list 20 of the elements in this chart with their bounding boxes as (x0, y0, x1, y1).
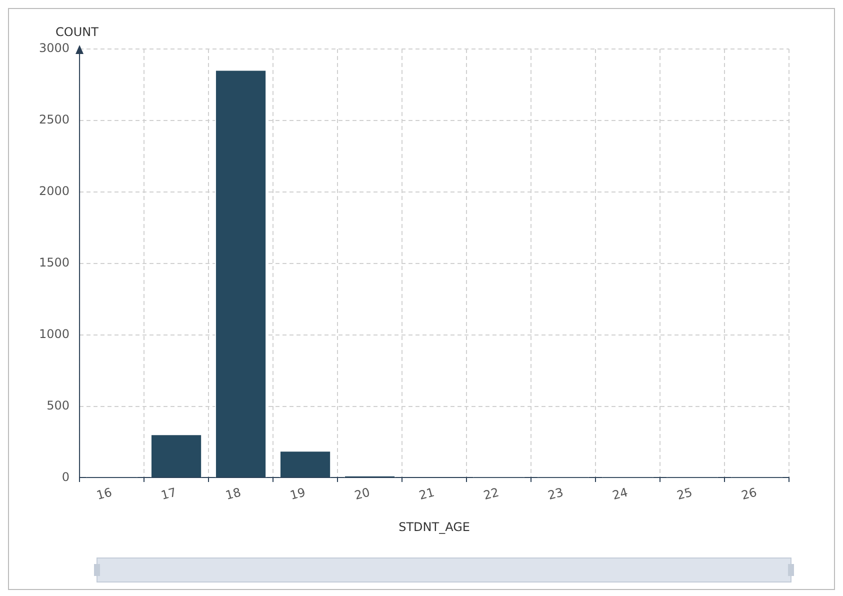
x-tick-label: 23 (546, 485, 565, 503)
y-tick-label: 2000 (38, 184, 70, 198)
x-tick-label: 22 (482, 485, 500, 503)
x-axis-title: STDNT_AGE (398, 520, 470, 534)
y-tick-label: 2500 (38, 112, 70, 127)
x-tick-label: 18 (224, 485, 242, 503)
x-tick-label: 25 (675, 485, 694, 503)
x-tick-label: 26 (740, 485, 758, 503)
x-tick-label: 20 (352, 485, 372, 503)
y-tick-label: 500 (46, 398, 70, 412)
x-tick-label: 16 (94, 485, 114, 503)
x-tick-label: 19 (288, 485, 307, 503)
y-tick-label: 1500 (38, 255, 70, 270)
x-tick-label: 24 (610, 485, 630, 503)
y-tick-label: 3000 (38, 41, 70, 56)
y-tick-label: 0 (62, 470, 70, 484)
y-axis-title: COUNT (56, 25, 100, 40)
y-tick-label: 1000 (38, 326, 70, 341)
x-tick-label: 17 (159, 485, 178, 503)
x-tick-label: 21 (417, 485, 436, 503)
